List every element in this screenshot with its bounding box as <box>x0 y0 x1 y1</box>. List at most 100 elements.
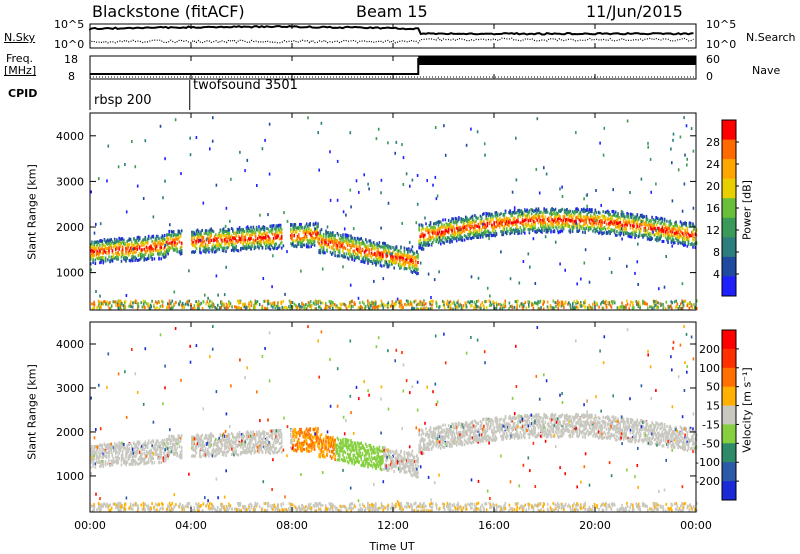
power-cell <box>672 227 675 231</box>
power-cell <box>594 215 597 219</box>
power-cell <box>474 226 476 230</box>
power-cell <box>293 224 295 228</box>
power-cell <box>207 245 209 249</box>
power-cell <box>250 237 252 240</box>
power-cell <box>408 240 411 244</box>
power-cell <box>366 247 368 251</box>
power-cell <box>671 199 674 203</box>
power-cell <box>236 249 239 253</box>
power-cell <box>443 306 446 309</box>
power-cell <box>314 227 316 231</box>
power-cell <box>380 258 383 262</box>
power-cell <box>104 244 107 248</box>
power-cell <box>109 244 111 247</box>
power-cell <box>646 230 649 234</box>
power-cell <box>571 225 574 229</box>
power-cell <box>393 258 395 262</box>
power-cell <box>316 231 318 235</box>
power-cell <box>480 228 483 232</box>
power-cell <box>563 224 566 228</box>
power-cell <box>93 253 95 257</box>
power-cell <box>359 306 362 310</box>
power-cell <box>301 301 304 305</box>
power-cell <box>467 300 469 304</box>
power-cell <box>622 233 625 237</box>
power-cell <box>105 302 107 306</box>
power-cell <box>228 228 231 232</box>
power-cell <box>495 225 498 229</box>
power-cell <box>227 231 230 235</box>
power-cell <box>299 227 301 231</box>
power-cell <box>342 242 344 245</box>
power-cell <box>461 225 464 229</box>
power-cell <box>97 304 100 308</box>
power-cell <box>627 214 629 218</box>
power-cell <box>361 306 363 310</box>
power-cell <box>307 231 309 234</box>
power-cell <box>561 221 564 225</box>
power-cell <box>495 211 498 214</box>
power-cell <box>527 227 530 231</box>
power-cell <box>544 220 547 224</box>
power-cell <box>349 240 351 243</box>
power-cell <box>469 301 471 305</box>
power-cell <box>320 235 323 239</box>
power-cell <box>355 239 358 243</box>
power-cell <box>347 252 350 256</box>
power-cell <box>572 214 575 218</box>
power-cell <box>174 248 176 252</box>
power-cell <box>215 233 217 237</box>
power-cell <box>569 214 572 217</box>
power-cell <box>655 299 657 303</box>
power-cell <box>175 245 177 249</box>
power-cell <box>400 255 402 259</box>
power-cell <box>260 238 262 242</box>
power-cell <box>565 211 567 215</box>
power-cell <box>409 300 412 304</box>
power-cell <box>325 229 327 233</box>
power-cell <box>435 221 437 225</box>
power-cell <box>234 231 236 235</box>
power-cell <box>667 304 670 308</box>
power-cell <box>208 305 211 309</box>
power-cell <box>653 233 656 237</box>
power-cell <box>667 241 669 244</box>
power-cell <box>351 299 353 303</box>
power-cell <box>425 228 427 232</box>
power-cell <box>463 229 466 233</box>
power-cell <box>642 219 644 223</box>
power-cell <box>394 246 397 250</box>
power-cell <box>634 215 636 219</box>
power-cell <box>401 263 403 267</box>
velocity-cell <box>93 451 95 455</box>
power-cell <box>421 244 424 248</box>
power-cell <box>161 242 164 246</box>
power-cell <box>116 247 118 250</box>
power-cell <box>484 228 486 232</box>
power-cell <box>277 234 280 238</box>
power-cell <box>90 302 93 306</box>
power-cell <box>104 258 107 262</box>
power-cell <box>458 228 460 232</box>
power-cell <box>371 301 374 305</box>
power-cell <box>143 258 145 262</box>
power-cell <box>180 172 182 176</box>
power-cell <box>512 228 515 232</box>
power-cell <box>533 210 535 214</box>
power-cell <box>180 241 183 245</box>
power-cell <box>271 232 274 236</box>
velocity-cell <box>92 457 94 461</box>
power-cell <box>477 305 479 309</box>
power-cell <box>462 226 465 230</box>
power-cell <box>447 223 450 227</box>
power-cell <box>90 262 92 266</box>
power-cell <box>660 221 662 225</box>
power-cell <box>154 244 157 248</box>
power-cell <box>145 250 148 254</box>
power-cell <box>134 251 136 255</box>
power-cell <box>466 228 468 232</box>
power-cell <box>369 242 372 246</box>
power-cell <box>625 219 627 223</box>
power-cell <box>603 231 606 235</box>
power-cell <box>319 233 322 237</box>
